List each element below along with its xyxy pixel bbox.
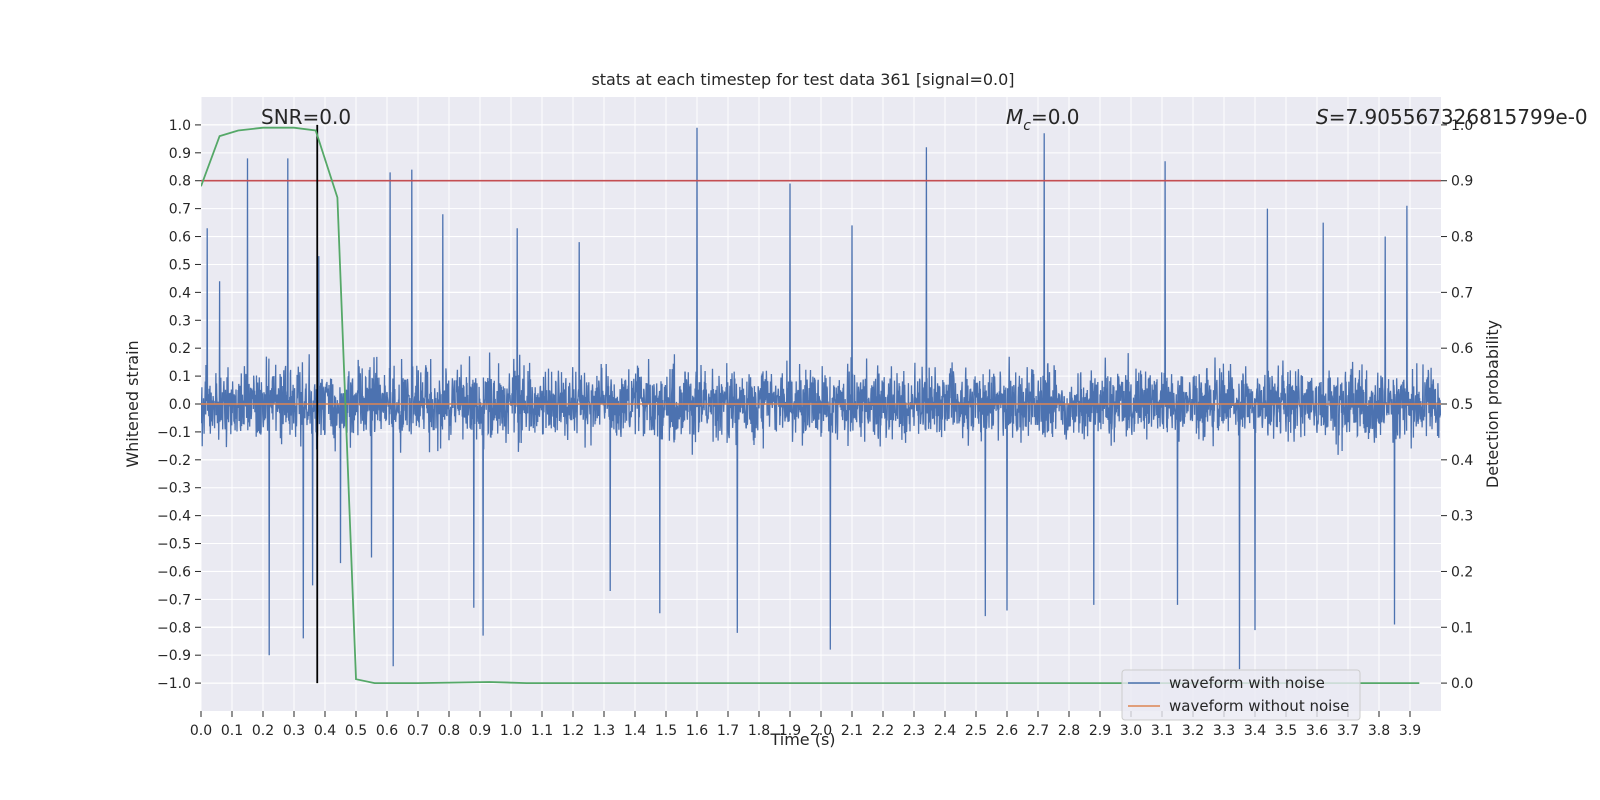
y-tick-label: 0.0 — [169, 397, 191, 413]
y-right-tick-label: 0.6 — [1451, 341, 1473, 357]
y-tick-label: −1.0 — [157, 676, 191, 692]
y-tick-label: 0.2 — [169, 341, 191, 357]
snr-annotation: SNR=0.0 — [261, 105, 351, 129]
plot-data-layer — [201, 124, 1441, 684]
x-tick-label: 3.4 — [1244, 723, 1266, 739]
y-right-tick-label: 0.3 — [1451, 509, 1473, 525]
y-tick-label: −0.8 — [157, 620, 191, 636]
x-axis-ticks: 0.0 0.1 0.2 0.3 0.4 0.5 0.6 0.7 0.8 0.9 1.0 1.1 1.2 1… — [190, 711, 1421, 739]
y-tick-label: −0.5 — [157, 537, 191, 553]
x-tick-label: 1.7 — [717, 723, 739, 739]
x-tick-label: 0.6 — [376, 723, 398, 739]
y-tick-label: −0.2 — [157, 453, 191, 469]
y-tick-label: 0.1 — [169, 369, 191, 385]
x-tick-label: 2.7 — [1027, 723, 1049, 739]
x-tick-label: 2.3 — [903, 723, 925, 739]
x-tick-label: 0.1 — [221, 723, 243, 739]
score-symbol: S — [1316, 105, 1329, 129]
y-axis-label-left: Whitened strain — [123, 340, 142, 467]
x-tick-label: 2.0 — [810, 723, 832, 739]
x-tick-label: 2.1 — [841, 723, 863, 739]
x-tick-label: 1.5 — [655, 723, 677, 739]
x-tick-label: 2.4 — [934, 723, 956, 739]
series-line-detection-probability — [201, 126, 1420, 684]
x-tick-label: 0.5 — [345, 723, 367, 739]
x-tick-label: 0.0 — [190, 723, 212, 739]
y-right-tick-label: 1.0 — [1451, 118, 1473, 134]
x-tick-label: 3.1 — [1151, 723, 1173, 739]
y-right-tick-label: 0.1 — [1451, 620, 1473, 636]
chirp-mass-value: =0.0 — [1031, 105, 1080, 129]
x-tick-label: 3.9 — [1399, 723, 1421, 739]
x-tick-label: 2.6 — [996, 723, 1018, 739]
y-tick-label: −0.9 — [157, 648, 191, 664]
y-tick-label: −0.1 — [157, 425, 191, 441]
y-axis-ticks-right: 1.0 0.9 0.8 0.7 0.6 0.5 0.4 0.3 0.2 0.1 0.0 — [1441, 118, 1473, 692]
y-tick-label: 0.5 — [169, 257, 191, 273]
x-tick-label: 0.9 — [469, 723, 491, 739]
x-tick-label: 2.2 — [872, 723, 894, 739]
y-tick-label: 1.0 — [169, 118, 191, 134]
y-tick-label: −0.4 — [157, 509, 191, 525]
x-tick-label: 3.6 — [1306, 723, 1328, 739]
y-right-tick-label: 0.8 — [1451, 230, 1473, 246]
y-tick-label: 0.9 — [169, 146, 191, 162]
legend-label-clean: waveform without noise — [1169, 697, 1349, 715]
y-right-tick-label: 0.0 — [1451, 676, 1473, 692]
x-tick-label: 0.4 — [314, 723, 336, 739]
x-tick-label: 1.2 — [562, 723, 584, 739]
x-tick-label: 1.1 — [531, 723, 553, 739]
chart-title: stats at each timestep for test data 361… — [591, 70, 1014, 89]
score-annotation: S=7.905567326815799e-0 — [1316, 105, 1588, 129]
x-tick-label: 0.7 — [407, 723, 429, 739]
x-tick-label: 1.3 — [593, 723, 615, 739]
y-tick-label: 0.8 — [169, 174, 191, 190]
y-tick-label: 0.6 — [169, 230, 191, 246]
x-tick-label: 1.4 — [624, 723, 646, 739]
score-value: =7.905567326815799e-0 — [1329, 105, 1588, 129]
x-tick-label: 3.5 — [1275, 723, 1297, 739]
chirp-mass-annotation: Mc=0.0 — [1006, 105, 1080, 134]
chirp-mass-symbol: M — [1006, 105, 1023, 129]
x-tick-label: 2.5 — [965, 723, 987, 739]
y-tick-label: 0.7 — [169, 202, 191, 218]
x-axis-label: Time (s) — [769, 730, 835, 749]
x-tick-label: 3.0 — [1120, 723, 1142, 739]
y-right-tick-label: 0.5 — [1451, 397, 1473, 413]
x-tick-label: 0.2 — [252, 723, 274, 739]
x-tick-label: 1.0 — [500, 723, 522, 739]
x-tick-label: 0.3 — [283, 723, 305, 739]
x-tick-label: 2.8 — [1058, 723, 1080, 739]
x-tick-label: 3.7 — [1337, 723, 1359, 739]
x-tick-label: 1.9 — [779, 723, 801, 739]
x-tick-label: 3.8 — [1368, 723, 1390, 739]
x-tick-label: 3.2 — [1182, 723, 1204, 739]
y-axis-label-right: Detection probability — [1483, 320, 1502, 488]
y-tick-label: 0.4 — [169, 285, 191, 301]
legend-box — [1121, 669, 1361, 721]
x-tick-label: 1.6 — [686, 723, 708, 739]
y-tick-label: −0.6 — [157, 564, 191, 580]
y-tick-label: −0.3 — [157, 481, 191, 497]
y-right-tick-label: 0.4 — [1451, 453, 1473, 469]
legend: waveform with noise waveform without noi… — [1121, 669, 1361, 721]
y-right-tick-label: 0.9 — [1451, 174, 1473, 190]
y-tick-label: 0.3 — [169, 313, 191, 329]
chirp-mass-subscript: c — [1023, 118, 1031, 134]
legend-label-noise: waveform with noise — [1169, 674, 1325, 692]
y-right-tick-label: 0.2 — [1451, 564, 1473, 580]
x-tick-label: 1.8 — [748, 723, 770, 739]
y-tick-label: −0.7 — [157, 592, 191, 608]
x-tick-label: 3.3 — [1213, 723, 1235, 739]
x-tick-label: 2.9 — [1089, 723, 1111, 739]
y-axis-ticks-left: 1.0 0.9 0.8 0.7 0.6 0.5 0.4 0.3 0.2 0.1 0.0 −0.1 −0.… — [157, 118, 201, 692]
x-tick-label: 0.8 — [438, 723, 460, 739]
series-line-waveform-with-noise — [201, 127, 1441, 670]
y-right-tick-label: 0.7 — [1451, 285, 1473, 301]
